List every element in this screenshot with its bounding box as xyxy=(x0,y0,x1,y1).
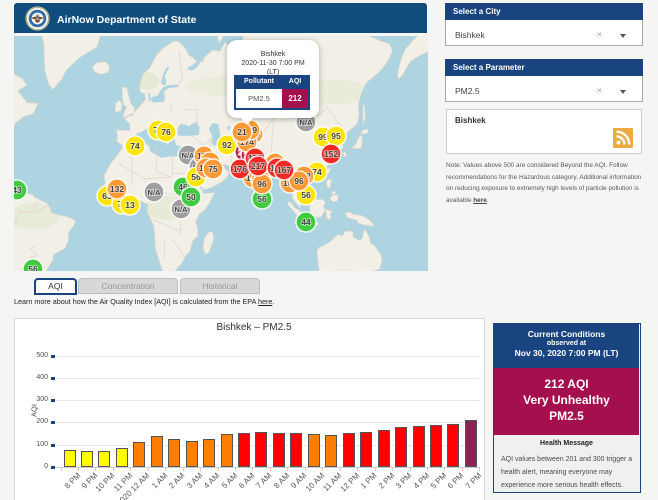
svg-text:132: 132 xyxy=(110,184,124,194)
svg-text:56: 56 xyxy=(257,194,267,204)
svg-text:44: 44 xyxy=(301,217,311,227)
svg-text:176: 176 xyxy=(233,164,247,174)
svg-text:96: 96 xyxy=(257,179,267,189)
svg-text:N/A: N/A xyxy=(182,151,196,160)
svg-text:96: 96 xyxy=(294,176,304,186)
svg-text:74: 74 xyxy=(130,141,140,151)
svg-text:76: 76 xyxy=(161,127,171,137)
svg-text:13: 13 xyxy=(125,200,135,210)
svg-text:95: 95 xyxy=(331,131,341,141)
svg-text:N/A: N/A xyxy=(300,118,314,127)
svg-text:152: 152 xyxy=(324,149,338,159)
svg-text:167: 167 xyxy=(277,165,291,175)
svg-text:46: 46 xyxy=(178,182,188,192)
svg-text:92: 92 xyxy=(222,140,232,150)
svg-text:21: 21 xyxy=(237,127,247,137)
svg-text:50: 50 xyxy=(186,192,196,202)
svg-text:56: 56 xyxy=(301,190,311,200)
svg-text:43: 43 xyxy=(14,185,22,195)
svg-text:56: 56 xyxy=(28,264,38,271)
svg-text:99: 99 xyxy=(318,132,328,142)
svg-text:217: 217 xyxy=(251,161,265,171)
svg-text:174: 174 xyxy=(240,137,254,147)
svg-text:N/A: N/A xyxy=(148,188,162,197)
svg-text:56: 56 xyxy=(191,172,201,182)
svg-text:63: 63 xyxy=(102,191,112,201)
svg-text:75: 75 xyxy=(208,164,218,174)
svg-text:74: 74 xyxy=(312,167,322,177)
svg-text:N/A: N/A xyxy=(175,205,189,214)
